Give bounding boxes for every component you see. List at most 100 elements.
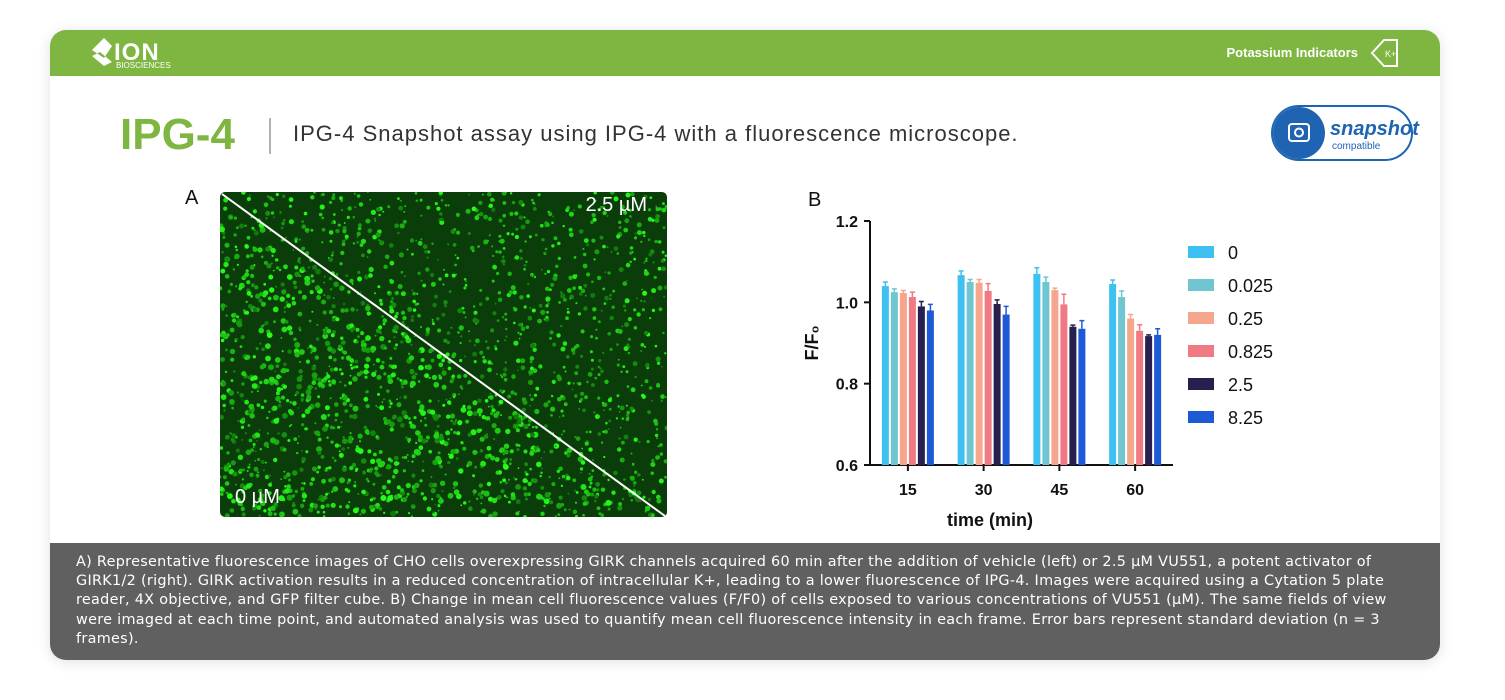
cell: [292, 501, 295, 505]
cell: [312, 264, 318, 270]
cell: [292, 280, 297, 285]
cell: [390, 364, 396, 369]
legend-label: 0: [1228, 243, 1238, 263]
cell: [366, 256, 369, 258]
cell: [469, 245, 475, 251]
cell: [630, 499, 633, 502]
cell: [436, 424, 440, 428]
cell: [633, 308, 637, 312]
cell: [379, 335, 385, 342]
cell: [415, 239, 418, 242]
cell: [531, 308, 536, 313]
error-bar: [1003, 305, 1009, 315]
cell: [496, 373, 498, 375]
cell: [270, 247, 276, 254]
cell: [465, 280, 468, 283]
cell: [446, 340, 450, 345]
cell: [538, 364, 543, 369]
cell: [462, 446, 467, 451]
cell: [552, 276, 558, 281]
cell: [523, 216, 526, 219]
cell: [435, 431, 439, 436]
cell: [316, 470, 319, 474]
cell: [359, 513, 362, 516]
cell: [568, 508, 571, 511]
cell: [628, 208, 632, 212]
bar: [890, 292, 898, 465]
cell: [499, 238, 505, 244]
cell: [220, 475, 222, 479]
cell: [294, 352, 300, 358]
cell: [505, 327, 508, 331]
cell: [317, 498, 321, 501]
cell: [658, 478, 664, 484]
logo: ION BIOSCIENCES: [92, 38, 171, 70]
cell: [452, 393, 455, 395]
cell: [641, 308, 646, 312]
cell: [379, 364, 385, 370]
cell: [632, 464, 635, 466]
cell: [534, 233, 538, 237]
cell: [383, 511, 386, 514]
cell: [560, 409, 564, 413]
cell: [590, 492, 595, 497]
bar: [1154, 334, 1162, 465]
cell: [299, 467, 304, 472]
cell: [296, 489, 299, 491]
cell: [463, 286, 467, 290]
cell: [352, 438, 354, 440]
cell: [560, 291, 563, 294]
cell: [603, 455, 606, 459]
cell: [529, 356, 535, 361]
cell: [417, 380, 421, 383]
cell: [377, 392, 380, 396]
cell: [388, 399, 392, 403]
cell: [548, 497, 551, 500]
cell: [474, 318, 480, 324]
bar: [1002, 314, 1010, 465]
cell: [623, 434, 629, 440]
cell: [363, 369, 369, 375]
cell: [575, 302, 578, 305]
error-bar: [967, 278, 973, 282]
cell: [664, 204, 667, 209]
cell: [527, 315, 533, 321]
cell: [224, 370, 228, 374]
cell: [328, 365, 331, 368]
cell: [292, 401, 297, 406]
cell: [642, 290, 648, 296]
cell: [517, 331, 520, 334]
cell: [632, 481, 637, 485]
cell: [502, 247, 506, 250]
cell: [580, 354, 584, 358]
bar: [1145, 336, 1153, 465]
cell: [356, 235, 359, 238]
cell: [229, 348, 236, 355]
cell: [223, 206, 228, 211]
cell: [445, 430, 451, 436]
cell: [322, 426, 328, 432]
cell: [595, 328, 598, 331]
cell: [224, 513, 230, 517]
cell: [323, 331, 327, 336]
cell: [412, 299, 417, 304]
cell: [411, 460, 414, 463]
cell: [328, 309, 334, 315]
cell: [231, 406, 234, 410]
cell: [479, 211, 484, 217]
cell: [324, 340, 331, 347]
cell: [651, 308, 656, 312]
cell: [360, 342, 367, 348]
cell: [385, 489, 391, 495]
cell: [583, 238, 589, 244]
cell: [485, 340, 488, 343]
cell: [506, 232, 510, 236]
cell: [572, 274, 577, 280]
cell: [473, 411, 478, 416]
cell: [339, 368, 342, 371]
cell: [224, 274, 230, 279]
cell: [455, 418, 458, 420]
cell: [434, 437, 441, 444]
cell: [550, 282, 555, 287]
